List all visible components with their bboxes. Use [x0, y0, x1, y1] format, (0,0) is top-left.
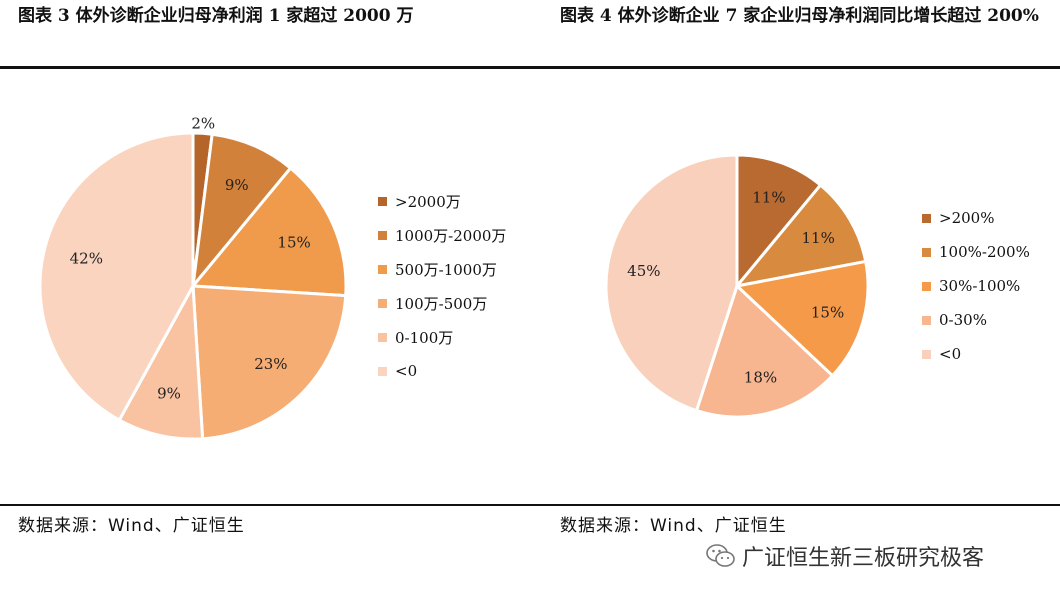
- legend-swatch: [922, 281, 931, 291]
- legend-label: 30%-100%: [939, 277, 1021, 295]
- pie-slice-label: 15%: [811, 303, 844, 321]
- pie-slice-label: 9%: [225, 176, 249, 194]
- pie-3-legend: >2000万 1000万-2000万 500万-1000万 100万-500万 0-10…: [378, 184, 506, 388]
- pie-slice: [735, 153, 823, 291]
- legend-swatch: [378, 264, 387, 274]
- legend-item: >200%: [922, 201, 1030, 235]
- legend-swatch: [378, 332, 387, 342]
- legend-item: 100%-200%: [922, 235, 1030, 269]
- pie-chart-3: 2% 9% 15% 23% 9% 42%: [38, 114, 348, 441]
- pie-slice-label: 23%: [254, 355, 287, 373]
- pie-chart-4: 11% 11% 15% 18% 45%: [604, 153, 870, 419]
- pie-slice: [733, 182, 868, 289]
- legend-label: 0-30%: [939, 311, 987, 329]
- pie-slice-label: 11%: [752, 188, 785, 206]
- legend-item: 100万-500万: [378, 286, 506, 320]
- legend-item: 500万-1000万: [378, 252, 506, 286]
- legend-swatch: [378, 366, 387, 376]
- figure-3-title: 图表 3 体外诊断企业归母净利润 1 家超过 2000 万: [18, 6, 414, 26]
- legend-swatch: [378, 196, 387, 206]
- legend-item: 0-100万: [378, 320, 506, 354]
- pie-slice-label: 15%: [277, 233, 310, 251]
- pie-slice: [733, 259, 870, 378]
- watermark-text: 广证恒生新三板研究极客: [742, 546, 985, 571]
- legend-swatch: [922, 315, 931, 325]
- pie-slice-label: 42%: [70, 250, 103, 268]
- pie-slice-label: 11%: [802, 229, 835, 247]
- pie-slice: [191, 284, 348, 441]
- legend-label: >2000万: [395, 192, 461, 211]
- pie-slice: [190, 132, 293, 291]
- pie-slice: [604, 153, 739, 413]
- pie-charts-canvas: 2% 9% 15% 23% 9% 42% 11% 11% 15% 18% 45%: [38, 114, 870, 441]
- legend-item: <0: [378, 354, 506, 388]
- legend-swatch: [378, 230, 387, 240]
- legend-label: 1000万-2000万: [395, 226, 507, 245]
- legend-label: 500万-1000万: [395, 260, 497, 279]
- pie-slice: [38, 131, 195, 423]
- legend-label: <0: [939, 345, 962, 363]
- legend-swatch: [378, 298, 387, 308]
- legend-item: <0: [922, 337, 1030, 371]
- figure-4-source: 数据来源：Wind、广证恒生: [560, 516, 787, 536]
- legend-swatch: [922, 247, 931, 257]
- legend-swatch: [922, 213, 931, 223]
- legend-item: 0-30%: [922, 303, 1030, 337]
- legend-item: >2000万: [378, 184, 506, 218]
- figure-3-source: 数据来源：Wind、广证恒生: [18, 516, 245, 536]
- pie-slice-label: 9%: [157, 385, 181, 403]
- legend-label: 0-100万: [395, 328, 454, 347]
- legend-item: 1000万-2000万: [378, 218, 506, 252]
- top-divider: [0, 66, 1060, 69]
- legend-label: >200%: [939, 209, 995, 227]
- legend-item: 30%-100%: [922, 269, 1030, 303]
- watermark: 广证恒生新三板研究极客: [706, 540, 984, 572]
- legend-label: <0: [395, 362, 418, 380]
- pie-4-legend: >200% 100%-200% 30%-100% 0-30% <0: [922, 201, 1030, 371]
- legend-swatch: [922, 349, 931, 359]
- pie-slice: [189, 165, 348, 298]
- pie-slice-label: 18%: [744, 368, 777, 386]
- bottom-divider: [0, 504, 1060, 506]
- figure-4-title: 图表 4 体外诊断企业 7 家企业归母净利润同比增长超过 200%: [560, 6, 1039, 26]
- wechat-icon: [706, 544, 735, 567]
- legend-label: 100%-200%: [939, 243, 1030, 261]
- pie-slice-label: 45%: [627, 262, 660, 280]
- pie-slice-label: 2%: [191, 114, 215, 132]
- legend-label: 100万-500万: [395, 294, 488, 313]
- pie-slice: [117, 280, 205, 441]
- pie-slice: [694, 283, 835, 419]
